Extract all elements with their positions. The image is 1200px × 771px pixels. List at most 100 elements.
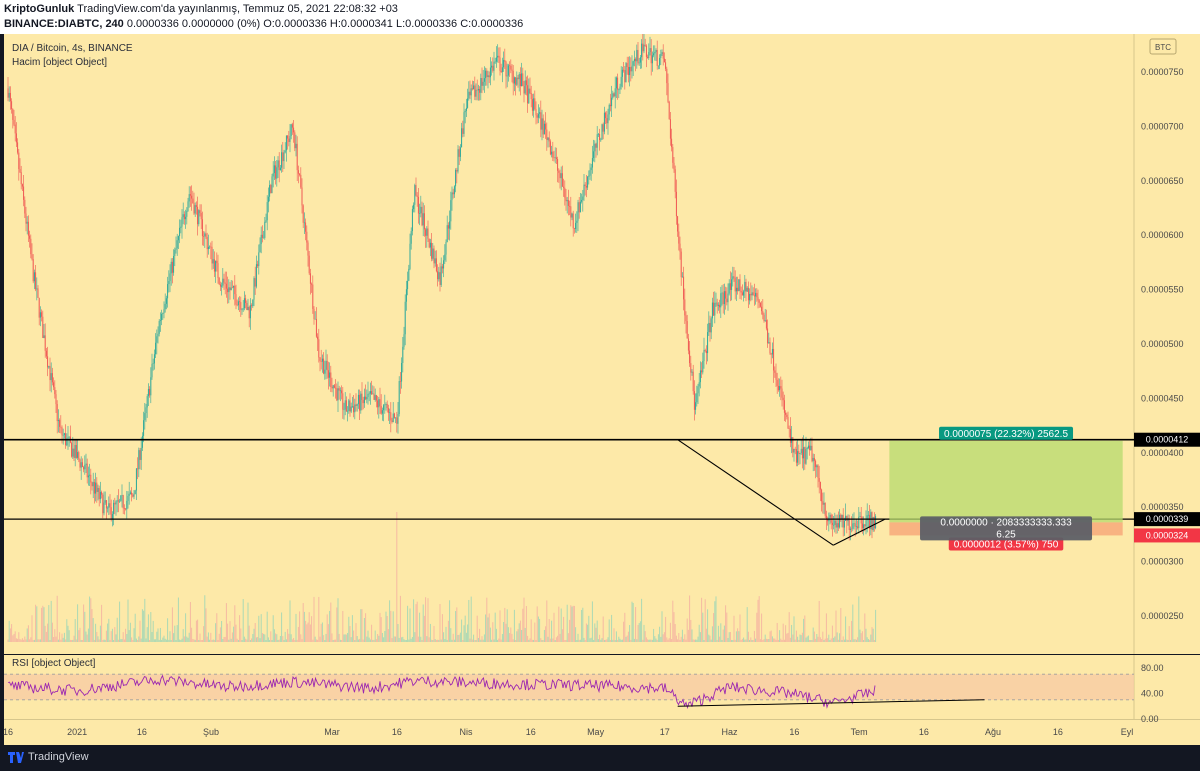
candle-body — [512, 70, 514, 84]
volume-bar — [434, 639, 436, 642]
time-axis-label: Haz — [722, 727, 739, 737]
rsi-axis[interactable] — [1134, 655, 1200, 719]
price-axis[interactable] — [1134, 34, 1200, 654]
candle-body — [331, 386, 333, 389]
candle-body — [804, 447, 806, 464]
candle-body — [521, 73, 523, 87]
volume-bar — [543, 629, 545, 642]
candle-body — [554, 157, 556, 159]
candle-body — [95, 482, 97, 494]
candle-body — [798, 451, 800, 454]
volume-bar — [483, 634, 485, 642]
volume-bar — [276, 634, 278, 642]
candle-body — [668, 101, 670, 120]
candle-body — [51, 373, 53, 383]
candle-body — [99, 492, 101, 500]
candle-body — [414, 185, 416, 205]
candle-body — [212, 259, 214, 264]
volume-bar — [247, 602, 249, 642]
volume-bar — [321, 622, 323, 642]
volume-bar — [365, 613, 367, 642]
candle-body — [383, 405, 385, 411]
candle-body — [845, 515, 847, 521]
candle-body — [60, 426, 62, 428]
volume-bar — [847, 639, 849, 642]
candle-body — [192, 198, 194, 204]
candle-body — [708, 322, 710, 333]
candle-body — [155, 342, 157, 355]
candle-body — [504, 60, 506, 62]
candle-body — [132, 494, 134, 497]
rsi-trend-line — [677, 699, 985, 707]
candle-body — [597, 133, 599, 135]
volume-bar — [378, 635, 380, 642]
volume-bar — [44, 625, 46, 642]
candle-body — [825, 515, 827, 519]
candle-body — [675, 191, 677, 217]
volume-bar — [531, 639, 533, 642]
volume-bar — [426, 636, 428, 642]
volume-bar — [151, 631, 153, 642]
volume-bar — [48, 605, 50, 642]
volume-bar — [225, 603, 227, 642]
volume-bar — [258, 615, 260, 642]
volume-bar — [631, 601, 633, 642]
candle-body — [498, 55, 500, 58]
candle-body — [117, 500, 119, 502]
candle-body — [32, 259, 34, 282]
candle-body — [457, 149, 459, 172]
volume-bar — [623, 621, 625, 642]
volume-bar — [263, 633, 265, 642]
price-tick-label: 0.0000250 — [1141, 611, 1184, 621]
candle-body — [685, 315, 687, 322]
candle-body — [227, 288, 229, 293]
volume-bar — [419, 612, 421, 642]
candle-body — [725, 291, 727, 299]
currency-badge — [1149, 38, 1177, 55]
long-position-tool[interactable]: 0.0000075 (22.32%) 2562.50.0000012 (3.57… — [889, 426, 1123, 551]
volume-bar — [344, 634, 346, 642]
candle-body — [540, 112, 542, 130]
candle-body — [703, 350, 705, 362]
volume-bar — [533, 639, 535, 642]
time-axis[interactable] — [4, 719, 1200, 745]
chart-title[interactable]: DIA / Bitcoin, 4s, BINANCE — [12, 43, 133, 54]
volume-bar — [633, 638, 635, 642]
trend-lines[interactable] — [677, 439, 886, 546]
candle-body — [416, 195, 418, 197]
candle-body — [216, 260, 218, 264]
author-name[interactable]: KriptoGunluk — [4, 3, 75, 15]
volume-bar — [776, 622, 778, 642]
volume-bar — [86, 634, 88, 642]
candle-body — [745, 281, 747, 292]
volume-bar — [116, 617, 118, 642]
candle-body — [747, 287, 749, 301]
volume-bar — [295, 613, 297, 642]
volume-bar — [725, 605, 727, 642]
candle-body — [599, 133, 601, 141]
volume-bar — [439, 604, 441, 642]
chart-area[interactable]: 0.0000075 (22.32%) 2562.5 0.0000012 (3.57… — [0, 34, 1200, 745]
volume-bar — [242, 599, 244, 642]
candle-body — [678, 231, 680, 244]
volume-bar — [828, 634, 830, 642]
footer-brand[interactable]: TradingView — [28, 751, 89, 763]
volume-bar — [510, 627, 512, 642]
volume-bar — [733, 615, 735, 642]
volume-legend[interactable]: Hacim [object Object] — [12, 57, 107, 68]
volume-bar — [197, 619, 199, 642]
candle-body — [643, 44, 645, 52]
candle-body — [287, 135, 289, 139]
candle-body — [551, 151, 553, 155]
price-chart[interactable]: 0.0000075 (22.32%) 2562.50.0000012 (3.57… — [0, 34, 1200, 745]
volume-bar — [715, 596, 717, 642]
volume-bar — [80, 639, 82, 642]
candle-body — [660, 54, 662, 59]
candle-body — [591, 157, 593, 168]
candle-body — [650, 48, 652, 64]
volume-bar — [361, 609, 363, 642]
candle-body — [683, 276, 685, 300]
volume-bars — [7, 512, 877, 642]
rsi-legend[interactable]: RSI [object Object] — [12, 658, 96, 669]
candle-body — [819, 481, 821, 490]
